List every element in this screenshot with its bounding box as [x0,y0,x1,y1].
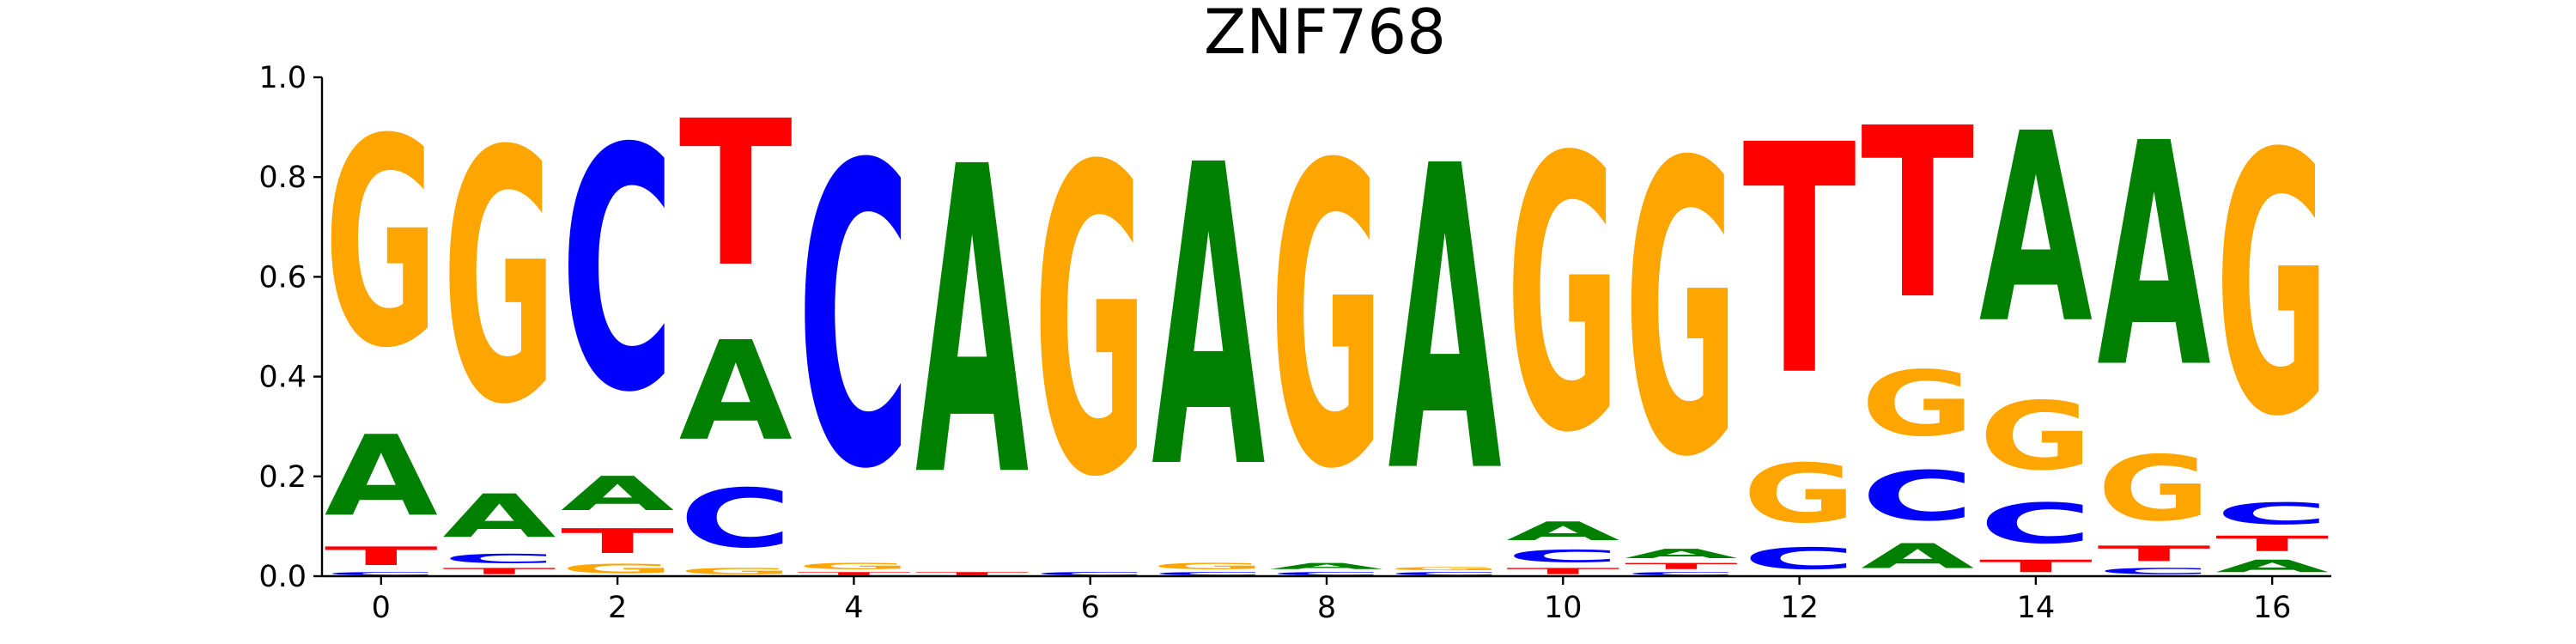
logo-letter-G-pos-7: G [1151,562,1265,572]
logo-letter-T-pos-13: T [1861,77,1974,350]
x-tick-label: 14 [2017,591,2056,625]
logo-letter-C-pos-13: C [1861,457,1974,536]
logo-letter-A-pos-15: A [2097,79,2211,436]
logo-letter-G-pos-12: G [1743,447,1856,541]
chart-title: ZNF768 [1204,0,1446,68]
y-tick-label: 1.0 [258,61,307,95]
logo-letter-C-pos-7: C [1151,571,1265,576]
y-tick-label: 0.4 [258,361,307,395]
logo-letter-G-pos-4: G [797,562,910,572]
x-tick-label: 4 [844,591,863,625]
logo-letter-T-pos-10: T [1506,566,1619,576]
y-tick-label: 0.6 [258,260,307,295]
logo-letter-G-pos-8: G [1270,78,1383,560]
logo-letter-C-pos-15: C [2097,567,2210,577]
logo-letter-C-pos-16: C [2215,496,2329,531]
logo-letter-A-pos-0: A [325,412,438,541]
logo-letter-A-pos-5: A [915,77,1030,569]
logo-letter-C-pos-8: C [1270,571,1383,576]
x-tick-label: 10 [1544,591,1583,625]
logo-letter-A-pos-16: A [2215,556,2329,576]
logo-letter-C-pos-3: C [679,471,793,566]
logo-letter-T-pos-1: T [442,566,556,576]
logo-letter-G-pos-14: G [1979,382,2093,491]
logo-letter-G-pos-11: G [1625,79,1738,545]
logo-letter-A-pos-9: A [1388,80,1503,566]
logo-letter-C-pos-11: C [1625,571,1738,576]
logo-letter-A-pos-3: A [679,312,793,471]
x-tick-label: 0 [372,591,391,625]
logo-letter-G-pos-10: G [1506,77,1619,515]
logo-letter-A-pos-8: A [1270,562,1383,572]
logo-letter-T-pos-0: T [325,541,438,571]
logo-letter-G-pos-15: G [2097,436,2210,540]
logo-letter-C-pos-12: C [1743,541,1856,575]
logo-letter-T-pos-2: T [561,521,674,561]
logo-letter-C-pos-10: C [1506,546,1619,566]
logo-letter-T-pos-4: T [797,571,910,576]
y-tick-label: 0.2 [258,460,307,495]
x-tick-label: 2 [608,591,627,625]
logo-letter-C-pos-2: C [561,79,674,465]
logo-letter-G-pos-0: G [325,77,438,410]
logo-letter-A-pos-13: A [1861,537,1974,576]
x-tick-label: 12 [1780,591,1819,625]
logo-letter-A-pos-11: A [1625,546,1738,561]
logo-letter-A-pos-7: A [1151,80,1266,561]
logo-letter-A-pos-1: A [442,482,556,551]
logo-letter-G-pos-13: G [1861,352,1974,456]
logo-letter-A-pos-10: A [1506,516,1619,546]
logo-letter-T-pos-11: T [1625,562,1738,572]
logo-letter-G-pos-6: G [1034,79,1147,571]
logo-letter-C-pos-1: C [442,551,556,566]
logo-letters: CTAGTCAGGTACGCATTGCTACGCGACAGCGATCAGCTAG… [325,77,2329,576]
logo-letter-C-pos-4: C [797,77,910,560]
x-tick-label: 8 [1317,591,1336,625]
logo-letter-G-pos-16: G [2215,78,2329,495]
x-tick-label: 16 [2253,591,2292,625]
logo-letter-C-pos-9: C [1388,571,1502,576]
logo-letter-C-pos-6: C [1034,571,1147,576]
chart-axes: 0.0 0.2 0.4 0.6 0.8 1.0 0 2 4 6 8 10 12 14 16 [258,61,2331,625]
logo-letter-G-pos-9: G [1388,566,1502,571]
logo-letter-T-pos-12: T [1743,78,1857,446]
logo-letter-G-pos-2: G [561,562,674,576]
logo-letter-G-pos-1: G [442,80,556,481]
logo-letter-C-pos-0: C [325,571,438,576]
logo-letter-A-pos-14: A [1979,78,2093,380]
logo-letter-T-pos-14: T [1979,556,2093,576]
logo-letter-C-pos-14: C [1979,491,2093,556]
y-tick-label: 0.8 [258,161,307,195]
logo-letter-G-pos-3: G [679,566,793,576]
logo-letter-T-pos-16: T [2215,532,2329,556]
x-tick-label: 6 [1081,591,1100,625]
logo-letter-T-pos-3: T [679,77,793,311]
y-tick-label: 0.0 [258,560,307,594]
logo-letter-T-pos-15: T [2097,541,2210,566]
logo-letter-A-pos-2: A [561,466,674,521]
logo-letter-T-pos-5: T [915,571,1029,576]
